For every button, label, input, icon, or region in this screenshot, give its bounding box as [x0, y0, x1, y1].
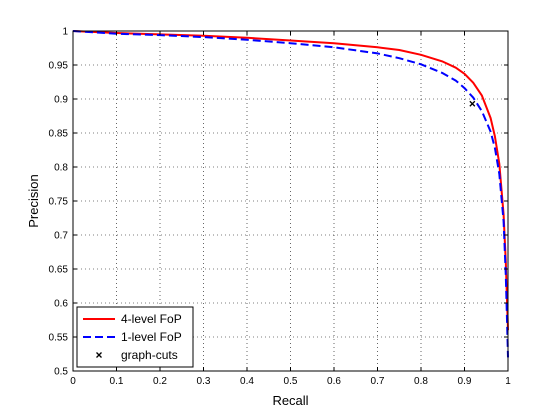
y-axis-label: Precision — [26, 174, 41, 227]
y-tick-label: 0.5 — [54, 367, 68, 378]
x-tick-label: 0.7 — [371, 376, 385, 387]
x-tick-label: 0.1 — [110, 376, 124, 387]
graph-cuts-marker — [469, 100, 476, 107]
x-axis-label: Recall — [272, 393, 308, 408]
x-tick-label: 0 — [70, 376, 76, 387]
y-tick-label: 0.8 — [54, 163, 68, 174]
x-tick-label: 0.4 — [240, 376, 254, 387]
y-tick-label: 0.75 — [49, 197, 69, 208]
x-tick-label: 0.6 — [327, 376, 341, 387]
legend-entry: 4-level FoP — [83, 312, 182, 326]
x-tick-label: 1 — [505, 376, 511, 387]
y-tick-label: 1 — [62, 27, 68, 38]
ticks — [72, 30, 509, 372]
legend-label: 4-level FoP — [121, 312, 182, 326]
y-tick-label: 0.6 — [54, 299, 68, 310]
y-tick-label: 0.65 — [49, 265, 69, 276]
y-tick-label: 0.85 — [49, 129, 69, 140]
legend: 4-level FoP 1-level FoP graph-cuts — [76, 306, 194, 368]
legend-entry: graph-cuts — [96, 348, 178, 362]
x-tick-label: 0.2 — [153, 376, 167, 387]
x-tick-label: 0.9 — [458, 376, 472, 387]
legend-entry: 1-level FoP — [83, 330, 182, 344]
y-tick-label: 0.55 — [49, 333, 69, 344]
y-tick-label: 0.7 — [54, 231, 68, 242]
series-layer — [72, 30, 509, 358]
x-tick-label: 0.3 — [197, 376, 211, 387]
tick-labels: 0 0.1 0.2 0.3 0.4 0.5 0.6 0.7 0.8 0.9 1 0.5 0.55 0.6 0… — [49, 27, 512, 388]
legend-label: graph-cuts — [121, 348, 178, 362]
y-tick-label: 0.95 — [49, 61, 69, 72]
y-tick-label: 0.9 — [54, 95, 68, 106]
x-tick-label: 0.5 — [284, 376, 298, 387]
marker-layer — [469, 100, 476, 107]
legend-marker — [96, 352, 102, 358]
x-tick-label: 0.8 — [414, 376, 428, 387]
series-line-2 — [72, 30, 509, 358]
legend-label: 1-level FoP — [121, 330, 182, 344]
